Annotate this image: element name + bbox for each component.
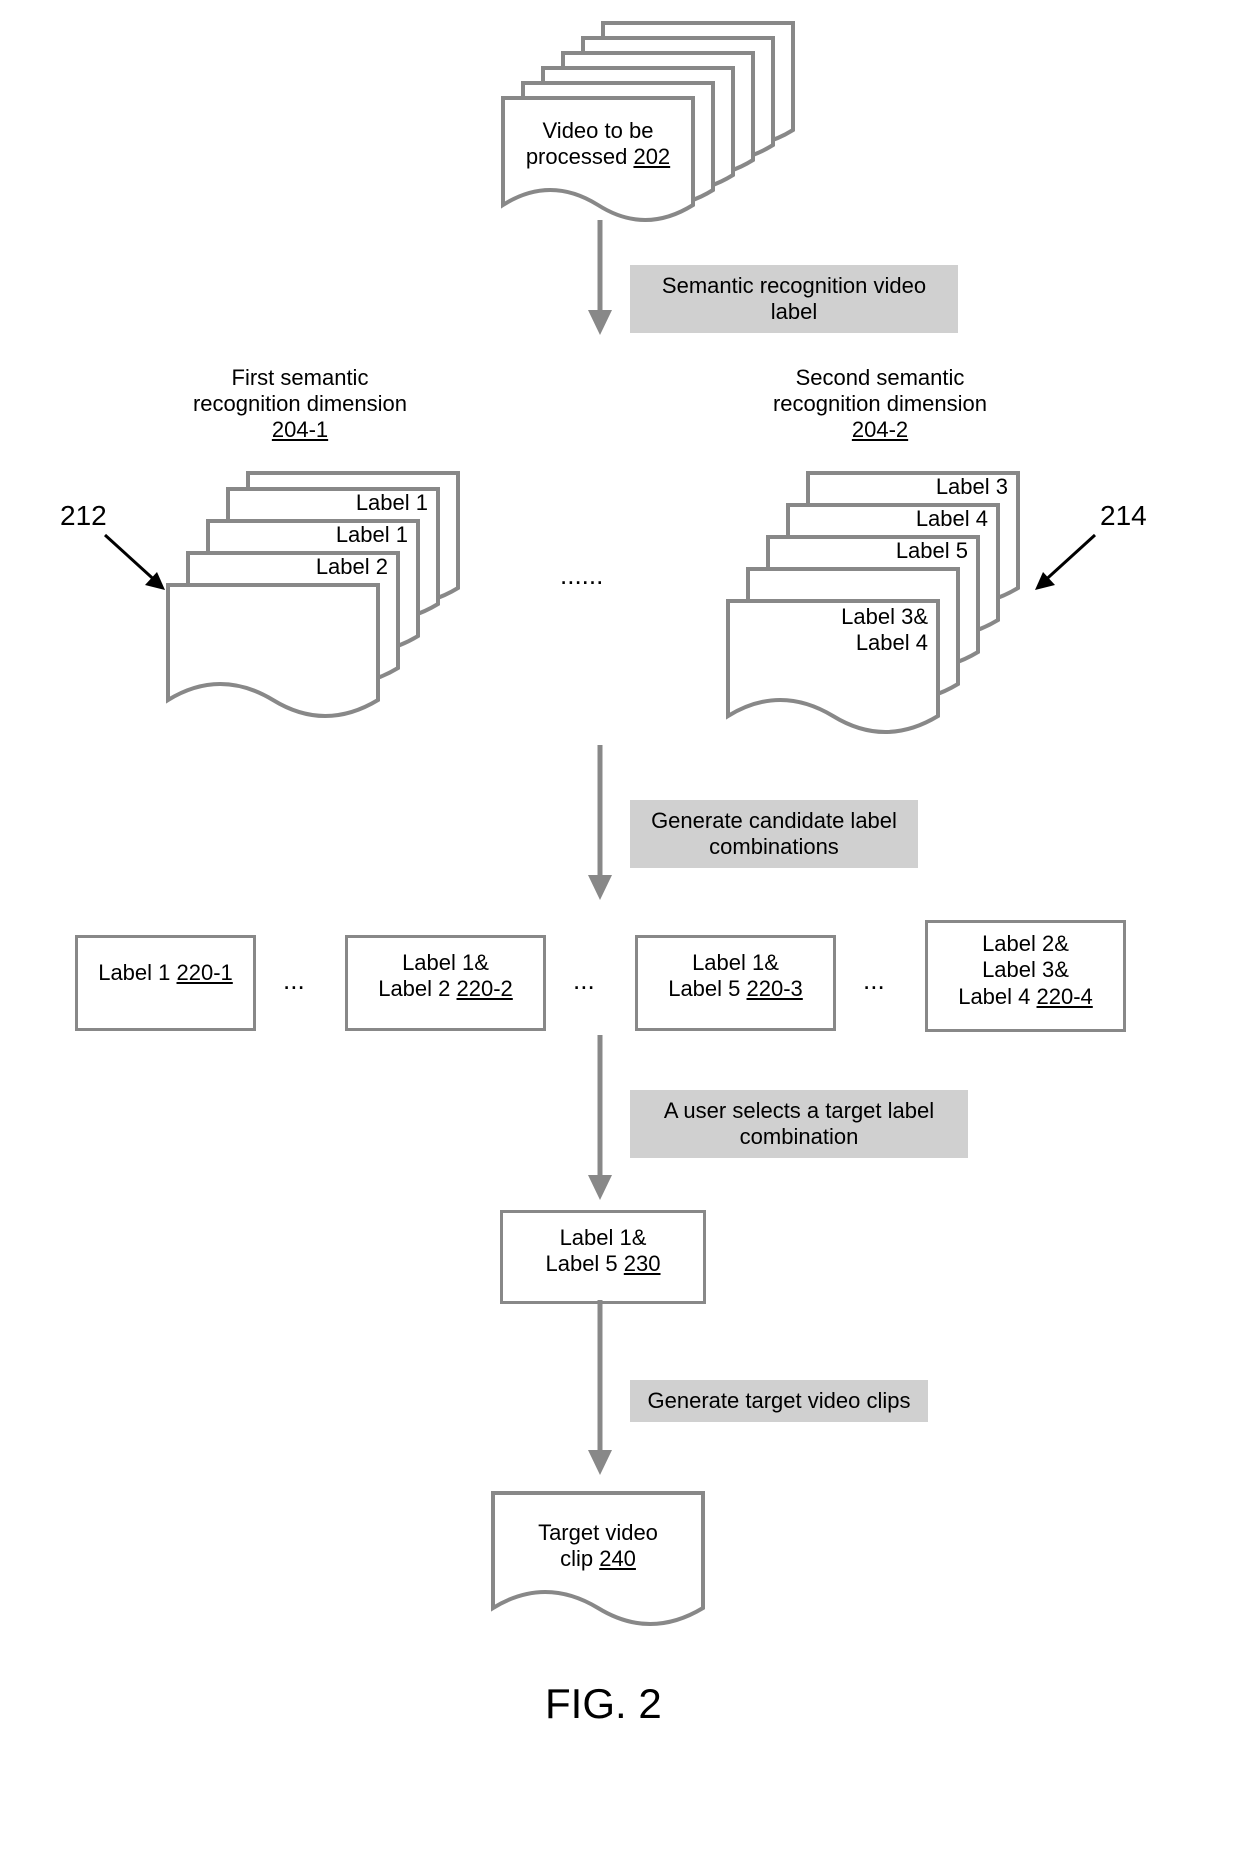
dimension-ellipsis: ...... xyxy=(560,560,603,591)
cand-ellipsis-3: ... xyxy=(863,965,885,996)
ref-212: 212 xyxy=(60,500,107,532)
right-front-label: Label 3&Label 4 xyxy=(725,604,928,657)
first-dimension-title: First semantic recognition dimension 204… xyxy=(170,365,430,443)
right-card-1: Label 4 xyxy=(785,506,988,532)
action-user-selects: A user selects a target label combinatio… xyxy=(630,1090,968,1158)
candidate-2: Label 1& Label 2 220-2 xyxy=(345,935,546,1031)
video-doc-label: Video to be processed 202 xyxy=(500,118,696,170)
left-front-doc xyxy=(165,582,381,742)
right-card-2: Label 5 xyxy=(765,538,968,564)
cand-ellipsis-2: ... xyxy=(573,965,595,996)
arrow-4 xyxy=(580,1300,620,1480)
second-dimension-title: Second semantic recognition dimension 20… xyxy=(740,365,1020,443)
action-semantic-recognition: Semantic recognition video label xyxy=(630,265,958,333)
action-generate-candidates: Generate candidate label combinations xyxy=(630,800,918,868)
figure-caption: FIG. 2 xyxy=(545,1680,662,1728)
arrow-3 xyxy=(580,1035,620,1205)
candidate-1: Label 1 220-1 xyxy=(75,935,256,1031)
left-card-0: Label 1 xyxy=(225,490,428,516)
right-card-0: Label 3 xyxy=(805,474,1008,500)
candidate-4: Label 2& Label 3& Label 4 220-4 xyxy=(925,920,1126,1032)
cand-ellipsis-1: ... xyxy=(283,965,305,996)
selected-combination: Label 1& Label 5 230 xyxy=(500,1210,706,1304)
left-card-1: Label 1 xyxy=(205,522,408,548)
ref-214: 214 xyxy=(1100,500,1147,532)
arrow-1 xyxy=(580,220,620,340)
arrow-2 xyxy=(580,745,620,905)
action-generate-target: Generate target video clips xyxy=(630,1380,928,1422)
ref-214-arrow xyxy=(1020,530,1100,600)
target-doc-label: Target video clip 240 xyxy=(490,1520,706,1572)
candidate-3: Label 1& Label 5 220-3 xyxy=(635,935,836,1031)
left-card-2: Label 2 xyxy=(185,554,388,580)
